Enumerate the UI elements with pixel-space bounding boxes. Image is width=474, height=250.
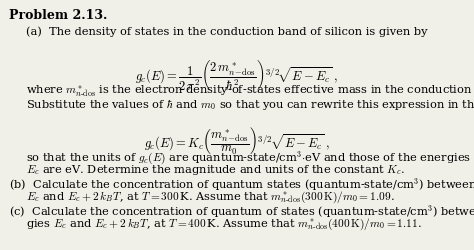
Text: (b)  Calculate the concentration of quantum states (quantum-state/cm$^3$) betwee: (b) Calculate the concentration of quant…: [9, 176, 474, 193]
Text: $g_c(E) = K_c\left(\dfrac{m^*_{n\!-\!\mathrm{dos}}}{m_0}\right)^{3/2}\!\sqrt{E -: $g_c(E) = K_c\left(\dfrac{m^*_{n\!-\!\ma…: [144, 125, 330, 156]
Text: (c)  Calculate the concentration of quantum of states (quantum-state/cm$^3$) bet: (c) Calculate the concentration of quant…: [9, 203, 474, 220]
Text: where $m^*_{n\text{-dos}}$ is the electron density-of-states effective mass in t: where $m^*_{n\text{-dos}}$ is the electr…: [26, 84, 474, 100]
Text: Substitute the values of $\hbar$ and $m_0$ so that you can rewrite this expressi: Substitute the values of $\hbar$ and $m_…: [26, 98, 474, 112]
Text: $g_c(E) = \dfrac{1}{2\,\pi^2}\left(\dfrac{2\,m^*_{n\!-\!\mathrm{dos}}}{\hbar^2}\: $g_c(E) = \dfrac{1}{2\,\pi^2}\left(\dfra…: [136, 58, 338, 92]
Text: gies $E_c$ and $E_c + 2\,k_B T$, at $T = 400\,$K. Assume that $m^*_{n\text{-dos}: gies $E_c$ and $E_c + 2\,k_B T$, at $T =…: [26, 216, 422, 232]
Text: so that the units of $g_c(E)$ are quantum-state/cm$^3{\cdot}$eV and those of the: so that the units of $g_c(E)$ are quantu…: [26, 150, 474, 167]
Text: $E_c$ and $E_c + 2\,k_B T$, at $T = 300\,$K. Assume that $m^*_{n\text{-dos}}(300: $E_c$ and $E_c + 2\,k_B T$, at $T = 300\…: [26, 190, 395, 205]
Text: $E_c$ are eV. Determine the magnitude and units of the constant $K_c$.: $E_c$ are eV. Determine the magnitude an…: [26, 163, 405, 177]
Text: (a)  The density of states in the conduction band of silicon is given by: (a) The density of states in the conduct…: [26, 26, 428, 37]
Text: Problem 2.13.: Problem 2.13.: [9, 9, 108, 22]
